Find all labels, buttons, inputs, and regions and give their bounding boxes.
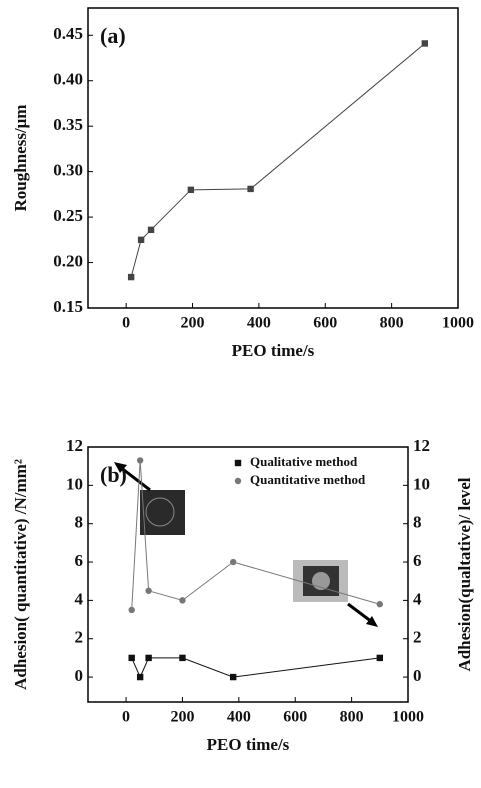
point (179, 654, 186, 662)
x-tick-label: 400 (227, 709, 251, 726)
x-tick-label: 200 (170, 709, 194, 726)
y-tick-label: 4 (75, 589, 84, 608)
legend-marker (234, 477, 242, 485)
y2-tick-label: 10 (413, 474, 430, 493)
y-tick-label: 0.35 (53, 115, 83, 134)
y-tick-label: 0 (75, 666, 84, 685)
x-tick-label: 1000 (442, 315, 474, 332)
legend-marker (234, 459, 242, 467)
y2-axis-label: Adhesion(qualtative)/ level (455, 477, 474, 671)
inset-ring (145, 497, 175, 527)
y-axis-label: Adhesion( quantitative) /N/mm² (11, 459, 30, 690)
x-tick-label: 0 (122, 315, 130, 332)
y-axis-label: Roughness/μm (11, 105, 30, 212)
y-tick-label: 2 (75, 628, 84, 647)
y2-tick-label: 2 (413, 628, 422, 647)
series-line (131, 460, 380, 610)
point (147, 226, 155, 234)
arrowhead (366, 616, 378, 627)
point (229, 673, 237, 681)
y-tick-label: 0.45 (53, 24, 83, 43)
legend-label: Qualitative method (250, 454, 358, 469)
y-tick-label: 6 (75, 551, 84, 570)
x-axis-label: PEO time/s (207, 735, 290, 754)
y2-tick-label: 4 (413, 589, 422, 608)
y2-tick-label: 6 (413, 551, 422, 570)
x-tick-label: 800 (380, 315, 404, 332)
arrowhead (114, 462, 127, 473)
point (376, 654, 384, 662)
y-tick-label: 8 (75, 513, 84, 532)
arrow (347, 602, 373, 624)
y-tick-label: 0.25 (53, 206, 83, 225)
series-line (130, 43, 426, 278)
plot-frame (87, 7, 459, 309)
point (145, 654, 152, 662)
y-tick-label: 0.40 (53, 70, 83, 89)
panel-label: (a) (100, 23, 126, 48)
y-tick-label: 0.15 (53, 297, 83, 316)
arrow (119, 465, 151, 492)
legend-label: Quantitative method (250, 472, 366, 487)
y-tick-label: 12 (66, 436, 83, 455)
x-tick-label: 200 (181, 315, 205, 332)
point (137, 236, 145, 244)
point (136, 673, 144, 681)
point (376, 601, 384, 608)
point (145, 587, 152, 594)
y2-tick-label: 0 (413, 666, 422, 685)
x-tick-label: 1000 (392, 709, 424, 726)
panel-label: (b) (100, 462, 127, 487)
point (136, 457, 144, 464)
point (421, 40, 429, 47)
x-tick-label: 0 (122, 709, 130, 726)
point (247, 185, 254, 193)
y-tick-label: 10 (66, 474, 83, 493)
point (128, 606, 135, 614)
y-tick-label: 0.20 (53, 251, 83, 270)
x-tick-label: 600 (283, 709, 307, 726)
point (179, 597, 186, 604)
y2-tick-label: 8 (413, 513, 422, 532)
point (128, 654, 135, 662)
point (229, 558, 237, 566)
series-line (131, 657, 380, 679)
plot-frame (87, 446, 409, 703)
y-tick-label: 0.30 (53, 161, 83, 180)
x-tick-label: 600 (313, 315, 337, 332)
x-tick-label: 400 (247, 315, 271, 332)
inset-image (140, 490, 185, 535)
x-axis-label: PEO time/s (232, 341, 315, 360)
x-tick-label: 800 (340, 709, 364, 726)
y2-tick-label: 12 (413, 436, 430, 455)
point (127, 273, 135, 281)
point (187, 186, 195, 194)
